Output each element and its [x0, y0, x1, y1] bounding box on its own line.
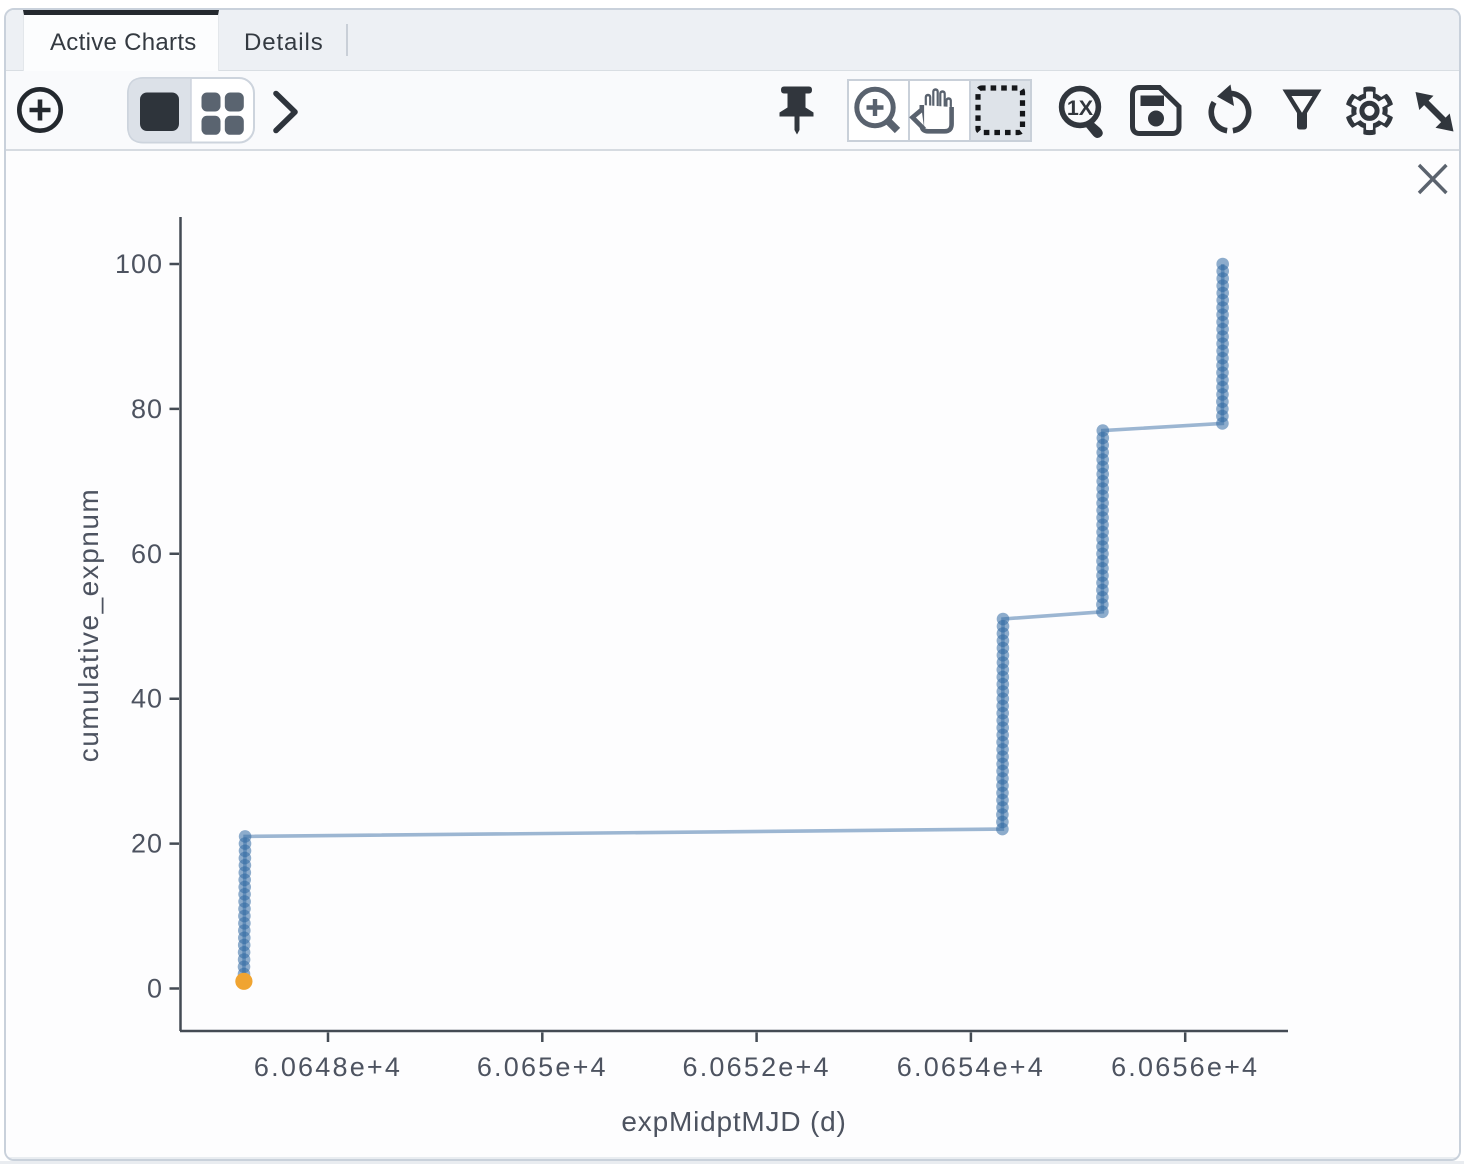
svg-text:6.0656e+4: 6.0656e+4 [1111, 1052, 1259, 1082]
svg-text:6.0648e+4: 6.0648e+4 [254, 1052, 402, 1082]
svg-text:20: 20 [131, 829, 163, 859]
svg-text:100: 100 [115, 249, 163, 279]
svg-text:expMidptMJD (d): expMidptMJD (d) [621, 1106, 846, 1137]
svg-text:80: 80 [131, 394, 163, 424]
svg-text:1X: 1X [1067, 96, 1094, 120]
svg-text:60: 60 [131, 539, 163, 569]
svg-text:6.0654e+4: 6.0654e+4 [897, 1052, 1045, 1082]
svg-text:cumulative_expnum: cumulative_expnum [73, 488, 104, 763]
svg-text:6.065e+4: 6.065e+4 [477, 1052, 608, 1082]
svg-text:0: 0 [147, 974, 163, 1004]
svg-text:40: 40 [131, 684, 163, 714]
svg-text:6.0652e+4: 6.0652e+4 [683, 1052, 831, 1082]
